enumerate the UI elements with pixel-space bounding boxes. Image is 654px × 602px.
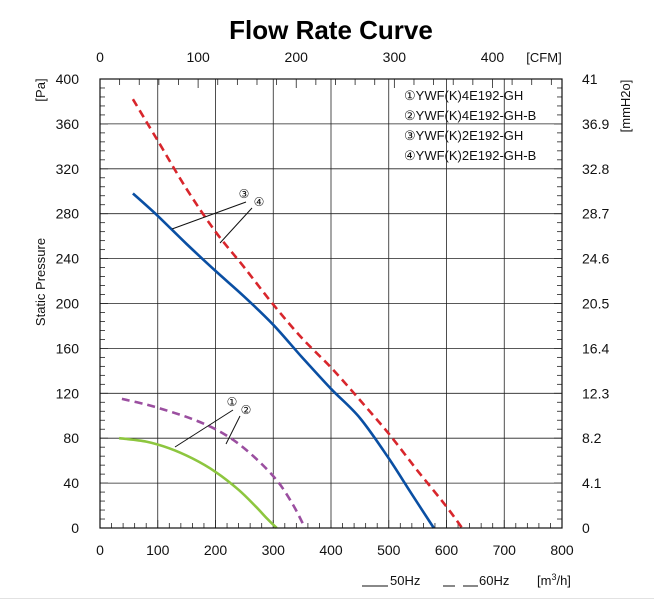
y-right-tick-label: 36.9 xyxy=(582,116,609,132)
annotation-leader xyxy=(174,409,234,448)
annotation-circle-number: ① xyxy=(227,395,238,409)
y-tick-label: 400 xyxy=(56,71,80,87)
y-right-tick-label: 20.5 xyxy=(582,296,609,312)
curve-4-60hz xyxy=(131,98,464,529)
curve-3-50hz xyxy=(132,192,435,529)
annotation-circle-number: ④ xyxy=(254,195,265,209)
top-tick-label: 200 xyxy=(285,49,309,65)
y-right-tick-label: 24.6 xyxy=(582,251,609,267)
y-right-tick-label: 12.3 xyxy=(582,385,609,401)
top-axis-unit: [CFM] xyxy=(526,50,561,65)
key-60hz-label: 60Hz xyxy=(479,573,509,588)
annotation-leader xyxy=(171,201,247,230)
curves xyxy=(118,98,464,529)
y-tick-label: 240 xyxy=(56,251,80,267)
top-tick-label: 0 xyxy=(96,49,104,65)
y-tick-label: 280 xyxy=(56,206,80,222)
x-tick-label: 700 xyxy=(493,542,517,558)
annotation-circle-number: ② xyxy=(241,403,252,417)
y-right-tick-label: 16.4 xyxy=(582,340,609,356)
line-style-key: 50Hz 60Hz [m3/h] xyxy=(362,572,571,588)
curve-2-60hz xyxy=(121,397,307,529)
y-right-tick-label: 0 xyxy=(582,520,590,536)
curve-annotations: ①② ③④ xyxy=(171,187,265,448)
bottom-divider xyxy=(0,598,654,599)
y-right-tick-label: 41 xyxy=(582,71,598,87)
plot-frame xyxy=(99,78,563,529)
legend-item-3: ③YWF(K)2E192-GH xyxy=(404,128,523,143)
annotation-circle-number: ③ xyxy=(239,187,250,201)
y-tick-label: 160 xyxy=(56,340,80,356)
y-tick-label: 320 xyxy=(56,161,80,177)
bottom-axis-unit: [m3/h] xyxy=(537,572,571,588)
top-tick-label: 300 xyxy=(383,49,407,65)
left-axis-unit: [Pa] xyxy=(33,78,48,101)
y-tick-label: 0 xyxy=(71,520,79,536)
curve-1-50hz xyxy=(118,436,278,529)
x-tick-label: 500 xyxy=(377,542,401,558)
y-right-tick-label: 32.8 xyxy=(582,161,609,177)
grid xyxy=(100,79,562,528)
x-tick-label: 300 xyxy=(262,542,286,558)
y-tick-label: 40 xyxy=(63,475,79,491)
x-tick-label: 600 xyxy=(435,542,459,558)
x-tick-label: 100 xyxy=(146,542,170,558)
y-tick-label: 120 xyxy=(56,385,80,401)
x-tick-label: 800 xyxy=(550,542,574,558)
annotation-leader xyxy=(225,415,241,445)
annotation-leader xyxy=(219,207,253,244)
y-axis-label: Static Pressure xyxy=(33,238,48,326)
tick-marks xyxy=(100,79,562,528)
right-axis-unit: [mmH2o] xyxy=(618,80,633,133)
legend-item-2: ②YWF(K)4E192-GH-B xyxy=(404,108,536,123)
legend: ①YWF(K)4E192-GH ②YWF(K)4E192-GH-B ③YWF(K… xyxy=(404,88,536,163)
top-tick-label: 400 xyxy=(481,49,505,65)
y-tick-label: 200 xyxy=(56,296,80,312)
x-tick-label: 200 xyxy=(204,542,228,558)
top-tick-label: 100 xyxy=(186,49,210,65)
y-tick-label: 80 xyxy=(63,430,79,446)
y-right-tick-label: 28.7 xyxy=(582,206,609,222)
x-tick-label: 0 xyxy=(96,542,104,558)
legend-item-1: ①YWF(K)4E192-GH xyxy=(404,88,523,103)
y-right-tick-label: 4.1 xyxy=(582,475,602,491)
y-tick-label: 360 xyxy=(56,116,80,132)
legend-item-4: ④YWF(K)2E192-GH-B xyxy=(404,148,536,163)
key-50hz-label: 50Hz xyxy=(390,573,420,588)
y-right-tick-label: 8.2 xyxy=(582,430,602,446)
x-tick-label: 400 xyxy=(319,542,343,558)
chart-title: Flow Rate Curve xyxy=(229,15,433,45)
